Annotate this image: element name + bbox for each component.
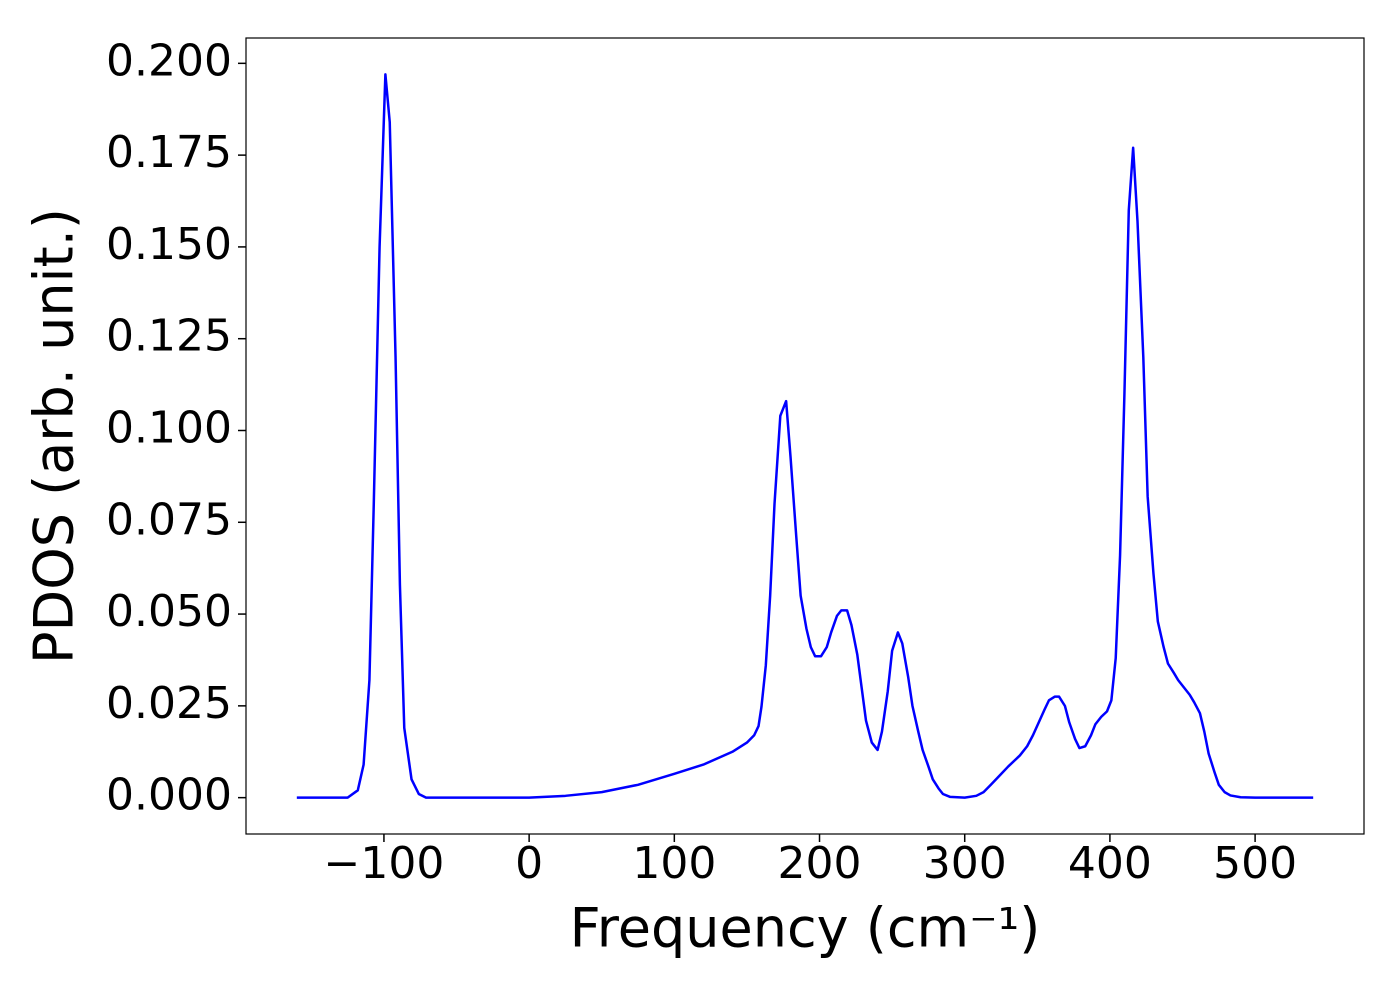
x-tick-label: 300 xyxy=(923,838,1007,889)
x-tick-label: 500 xyxy=(1213,838,1297,889)
x-tick-label: 200 xyxy=(778,838,862,889)
y-tick-label: 0.025 xyxy=(106,678,232,729)
y-tick-label: 0.175 xyxy=(106,127,232,178)
data-line xyxy=(296,73,1314,799)
plot-frame xyxy=(245,37,1365,835)
y-tick-label: 0.150 xyxy=(106,219,232,270)
x-tick-label: 100 xyxy=(632,838,716,889)
x-axis-label: Frequency (cm⁻¹) xyxy=(570,897,1041,960)
y-tick-label: 0.000 xyxy=(106,770,232,821)
y-tick-label: 0.075 xyxy=(106,494,232,545)
y-tick-label: 0.125 xyxy=(106,311,232,362)
y-axis-label: PDOS (arb. unit.) xyxy=(23,208,86,664)
y-tick-label: 0.200 xyxy=(106,35,232,86)
y-tick-label: 0.100 xyxy=(106,402,232,453)
x-tick-label: −100 xyxy=(324,838,445,889)
x-tick-label: 400 xyxy=(1068,838,1152,889)
x-tick-label: 0 xyxy=(515,838,543,889)
y-tick-label: 0.050 xyxy=(106,586,232,637)
